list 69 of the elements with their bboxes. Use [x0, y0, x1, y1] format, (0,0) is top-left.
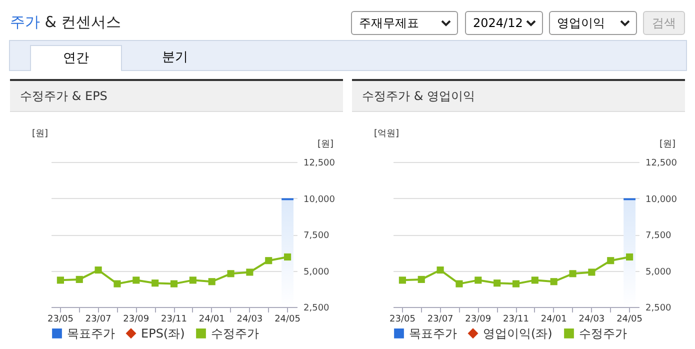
y2-tick-label: 10,000 — [304, 194, 336, 205]
x-tick-label: 24/05 — [616, 314, 643, 324]
legend-label: 목표주가 — [409, 326, 457, 340]
legend-label: EPS(좌) — [141, 326, 185, 340]
y2-tick-label: 2,500 — [304, 304, 330, 314]
point — [550, 278, 558, 286]
legend-label: 목표주가 — [67, 326, 115, 340]
x-tick-label: 23/11 — [503, 314, 529, 324]
x-tick-label: 23/07 — [85, 314, 112, 324]
point — [398, 276, 406, 284]
y2-tick-label: 2,500 — [646, 304, 672, 314]
point — [531, 276, 538, 284]
y2-tick-label: 12,500 — [304, 158, 336, 168]
point — [76, 276, 83, 283]
x-tick-label: 23/09 — [465, 314, 492, 324]
chart-title: 수정주가 & EPS — [10, 81, 343, 112]
chart-title: 수정주가 & 영업이익 — [352, 81, 685, 112]
point — [588, 268, 596, 276]
text: 검색 — [643, 11, 685, 35]
legend-label: 수정주가 — [211, 326, 259, 340]
point — [265, 257, 272, 264]
point — [170, 280, 178, 288]
point — [512, 280, 520, 288]
point — [208, 278, 216, 286]
point — [569, 270, 576, 278]
text: 분기 — [161, 49, 189, 67]
legend-label: 영업이익(좌) — [483, 326, 552, 340]
point — [132, 276, 140, 284]
text: 주재무제표 — [359, 16, 419, 30]
point — [94, 266, 102, 274]
x-tick-label: 24/01 — [198, 314, 225, 324]
y2-axis-title: [원] — [317, 140, 334, 150]
point — [436, 266, 444, 274]
y-axis-title: [원] — [32, 128, 48, 140]
y2-tick-label: 10,000 — [646, 194, 678, 205]
point — [284, 253, 292, 261]
y-axis-title: [억원] — [374, 128, 400, 140]
y2-tick-label: 5,000 — [304, 267, 330, 278]
y2-axis-title: [원] — [659, 140, 676, 150]
x-tick-label: 23/05 — [389, 314, 416, 324]
point — [152, 280, 159, 287]
x-tick-label: 23/09 — [123, 314, 150, 324]
point — [474, 276, 482, 284]
point — [189, 276, 196, 284]
text: 영업이익 — [557, 16, 605, 30]
point — [56, 276, 64, 284]
point — [607, 257, 614, 264]
text: 주가 & 컨센서스 — [10, 13, 122, 32]
y2-tick-label: 7,500 — [304, 231, 330, 241]
text: 2024/12 — [473, 16, 523, 30]
x-tick-label: 23/11 — [161, 314, 187, 324]
point — [227, 270, 234, 278]
y2-tick-label: 7,500 — [646, 231, 672, 241]
x-tick-label: 24/03 — [236, 314, 263, 324]
point — [246, 268, 254, 276]
legend-label: 수정주가 — [579, 326, 627, 340]
y2-tick-label: 12,500 — [646, 158, 678, 168]
x-tick-label: 24/03 — [578, 314, 605, 324]
x-tick-label: 23/07 — [427, 314, 454, 324]
y2-tick-label: 5,000 — [646, 267, 672, 278]
point — [114, 280, 121, 288]
x-tick-label: 24/01 — [540, 314, 567, 324]
point — [456, 280, 463, 288]
text: 연간 — [30, 45, 122, 71]
point — [626, 253, 634, 261]
x-tick-label: 24/05 — [274, 314, 301, 324]
x-tick-label: 23/05 — [47, 314, 74, 324]
point — [418, 276, 425, 283]
point — [494, 280, 501, 287]
